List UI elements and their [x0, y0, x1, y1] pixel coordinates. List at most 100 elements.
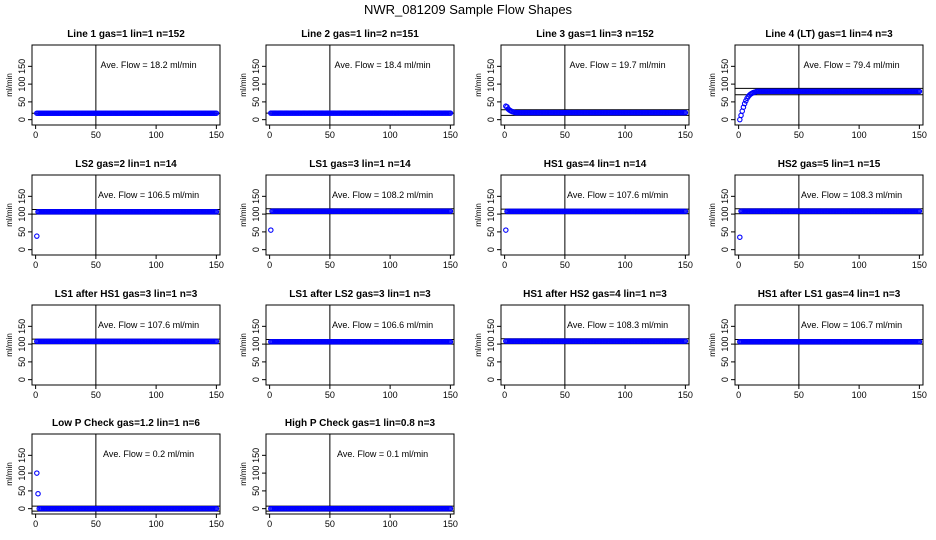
data-points [34, 110, 220, 116]
y-tick-label: 0 [486, 247, 496, 252]
plot-frame [500, 44, 690, 126]
y-tick-label: 50 [720, 97, 730, 107]
panel-title: HS1 after LS1 gas=4 lin=1 n=3 [758, 289, 901, 300]
panel-title: Line 4 (LT) gas=1 lin=4 n=3 [765, 29, 893, 40]
y-tick-label: 150 [720, 59, 730, 74]
y-tick-label: 100 [486, 337, 496, 352]
y-tick-label: 0 [486, 117, 496, 122]
x-tick-label: 100 [618, 390, 633, 400]
plot-frame [265, 44, 455, 126]
panel-title: Line 2 gas=1 lin=2 n=151 [301, 29, 419, 40]
avg-flow-label: Ave. Flow = 106.5 ml/min [98, 190, 199, 200]
avg-flow-label: Ave. Flow = 107.6 ml/min [98, 320, 199, 330]
y-tick-label: 50 [251, 97, 261, 107]
panel-1: Line 1 gas=1 lin=1 n=152 0 50 100 150 0 50 100 1… [5, 29, 224, 140]
y-tick-label: 150 [486, 59, 496, 74]
data-points [268, 208, 454, 233]
x-tick-label: 150 [443, 130, 458, 140]
y-tick-label: 50 [486, 357, 496, 367]
data-point [737, 234, 743, 240]
plot-frame [31, 44, 221, 126]
y-axis-label: ml/min [474, 73, 483, 97]
x-tick-label: 150 [443, 390, 458, 400]
y-tick-label: 100 [486, 77, 496, 92]
x-tick-label: 100 [852, 260, 867, 270]
y-tick-label: 50 [486, 97, 496, 107]
x-tick-label: 0 [33, 130, 38, 140]
plot-frame [265, 174, 455, 256]
y-tick-label: 50 [251, 227, 261, 237]
data-point [447, 110, 454, 116]
y-tick-label: 50 [720, 357, 730, 367]
y-tick-label: 50 [17, 227, 27, 237]
y-tick-label: 50 [17, 357, 27, 367]
x-tick-label: 100 [149, 260, 164, 270]
x-tick-label: 150 [209, 390, 224, 400]
y-tick-label: 0 [17, 117, 27, 122]
x-tick-label: 150 [209, 260, 224, 270]
panel-7: HS1 gas=4 lin=1 n=140 50 100 150050100150ml… [474, 159, 693, 270]
y-tick-label: 50 [251, 486, 261, 496]
y-axis-label: ml/min [708, 203, 717, 227]
x-tick-label: 150 [209, 130, 224, 140]
y-axis-label: ml/min [239, 73, 248, 97]
panel-title: Line 3 gas=1 lin=3 n=152 [536, 29, 654, 40]
y-axis-label: ml/min [708, 333, 717, 357]
data-point [213, 110, 220, 116]
avg-flow-label: Ave. Flow = 19.7 ml/min [569, 60, 665, 70]
y-tick-label: 0 [251, 117, 261, 122]
y-tick-label: 150 [17, 319, 27, 334]
avg-flow-label: Ave. Flow = 107.6 ml/min [567, 190, 668, 200]
y-tick-label: 100 [17, 466, 27, 481]
y-axis-label: ml/min [5, 333, 14, 357]
panel-10: LS1 after LS2 gas=3 lin=1 n=3 0 50 100 150 0 5… [239, 289, 458, 400]
panel-title: HS2 gas=5 lin=1 n=15 [778, 159, 881, 170]
x-tick-label: 50 [794, 130, 804, 140]
x-tick-label: 50 [325, 260, 335, 270]
panel-title: High P Check gas=1 lin=0.8 n=3 [285, 418, 436, 429]
panel-title: LS2 gas=2 lin=1 n=14 [75, 159, 177, 170]
panel-title: Line 1 gas=1 lin=1 n=152 [67, 29, 185, 40]
y-tick-label: 0 [720, 247, 730, 252]
x-tick-label: 0 [267, 260, 272, 270]
panel-4: Line 4 (LT) gas=1 lin=4 n=3 0 50 100 150 0 50 1… [708, 29, 927, 140]
x-tick-label: 50 [325, 519, 335, 529]
x-tick-label: 100 [149, 519, 164, 529]
y-tick-label: 100 [720, 207, 730, 222]
y-tick-label: 150 [251, 189, 261, 204]
data-points [737, 208, 923, 240]
panel-title: LS1 after HS1 gas=3 lin=1 n=3 [55, 289, 198, 300]
avg-flow-label: Ave. Flow = 108.2 ml/min [332, 190, 433, 200]
avg-flow-label: Ave. Flow = 108.3 ml/min [567, 320, 668, 330]
x-tick-label: 50 [560, 390, 570, 400]
y-tick-label: 150 [17, 189, 27, 204]
data-point [447, 339, 454, 345]
plot-frame [265, 304, 455, 386]
x-tick-label: 150 [912, 260, 927, 270]
x-tick-label: 100 [383, 519, 398, 529]
y-tick-label: 150 [720, 189, 730, 204]
avg-flow-label: Ave. Flow = 18.4 ml/min [334, 60, 430, 70]
data-points [503, 338, 689, 344]
x-tick-label: 50 [794, 260, 804, 270]
plot-frame [500, 174, 690, 256]
data-point [916, 88, 923, 95]
panel-8: HS2 gas=5 lin=1 n=150 50 100 150050100150ml… [708, 159, 927, 270]
x-tick-label: 150 [209, 519, 224, 529]
panel-3: Line 3 gas=1 lin=3 n=152 0 50 100 150 0 50 100 1… [474, 29, 693, 140]
data-points [503, 103, 689, 116]
y-tick-label: 100 [17, 337, 27, 352]
data-point [682, 109, 689, 116]
y-tick-label: 100 [720, 77, 730, 92]
y-tick-label: 150 [251, 448, 261, 463]
y-tick-label: 50 [486, 227, 496, 237]
y-tick-label: 100 [17, 207, 27, 222]
y-tick-label: 0 [17, 247, 27, 252]
avg-flow-label: Ave. Flow = 106.7 ml/min [801, 320, 902, 330]
panel-12: HS1 after LS1 gas=4 lin=1 n=3 0 50 100 150 0 5… [708, 289, 927, 400]
x-tick-label: 50 [325, 390, 335, 400]
plot-frame [500, 304, 690, 386]
panel-14: High P Check gas=1 lin=0.8 n=3 0 50 100 150 0… [239, 418, 458, 529]
data-point [34, 470, 40, 476]
data-point [213, 338, 220, 345]
